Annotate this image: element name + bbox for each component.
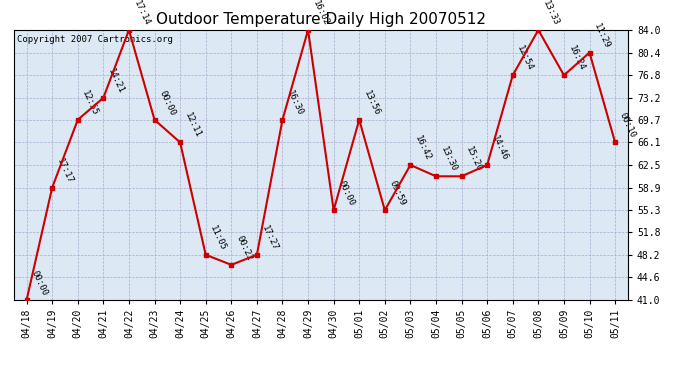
Text: 13:56: 13:56 — [362, 89, 382, 117]
Text: 00:22: 00:22 — [234, 234, 254, 262]
Text: 00:00: 00:00 — [30, 269, 49, 297]
Text: 13:30: 13:30 — [439, 146, 458, 174]
Text: 12:55: 12:55 — [81, 89, 100, 117]
Text: 14:21: 14:21 — [106, 67, 126, 95]
Text: 16:02: 16:02 — [310, 0, 331, 27]
Text: 11:29: 11:29 — [592, 22, 612, 50]
Text: 00:00: 00:00 — [157, 89, 177, 117]
Text: 15:20: 15:20 — [464, 146, 484, 174]
Text: 16:30: 16:30 — [285, 89, 305, 117]
Text: 14:46: 14:46 — [490, 134, 509, 162]
Text: 16:24: 16:24 — [566, 44, 586, 72]
Text: 00:00: 00:00 — [337, 179, 356, 207]
Text: 17:14: 17:14 — [132, 0, 151, 27]
Text: 17:17: 17:17 — [55, 157, 75, 185]
Text: 11:05: 11:05 — [208, 224, 228, 252]
Text: Copyright 2007 Cartronics.org: Copyright 2007 Cartronics.org — [17, 35, 172, 44]
Text: 12:54: 12:54 — [515, 44, 535, 72]
Text: 16:42: 16:42 — [413, 134, 433, 162]
Text: 17:27: 17:27 — [259, 224, 279, 252]
Text: 13:33: 13:33 — [541, 0, 561, 27]
Title: Outdoor Temperature Daily High 20070512: Outdoor Temperature Daily High 20070512 — [156, 12, 486, 27]
Text: 12:11: 12:11 — [183, 111, 202, 140]
Text: 00:10: 00:10 — [618, 111, 638, 140]
Text: 09:59: 09:59 — [388, 179, 407, 207]
